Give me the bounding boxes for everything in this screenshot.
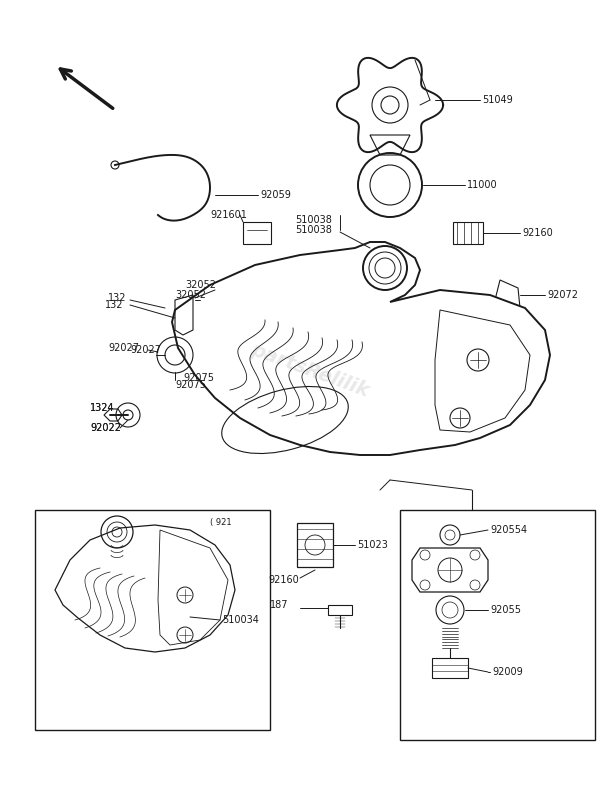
Text: 1324: 1324	[90, 403, 115, 413]
Text: 132: 132	[108, 293, 127, 303]
Text: 1324: 1324	[90, 403, 115, 413]
Text: 510038: 510038	[295, 215, 332, 225]
Text: 32052: 32052	[185, 280, 216, 290]
Text: 92075: 92075	[183, 373, 214, 383]
Text: 51049: 51049	[482, 95, 513, 105]
Text: 132: 132	[105, 300, 124, 310]
Text: 92072: 92072	[547, 290, 578, 300]
Text: 92055: 92055	[490, 605, 521, 615]
Text: 921601: 921601	[210, 210, 247, 220]
Text: 510034: 510034	[222, 615, 259, 625]
Text: 92059: 92059	[260, 190, 291, 200]
Text: 92027: 92027	[108, 343, 139, 353]
Text: 11000: 11000	[467, 180, 497, 190]
Text: 510038: 510038	[295, 225, 332, 235]
Polygon shape	[172, 242, 550, 455]
Bar	[400, 510, 595, 740]
Bar	[297, 523, 333, 567]
Bar	[453, 222, 483, 244]
Text: 32052: 32052	[175, 290, 206, 300]
Text: 92022: 92022	[90, 423, 121, 433]
Text: 51023: 51023	[357, 540, 388, 550]
Polygon shape	[55, 525, 235, 652]
Text: 92009: 92009	[492, 667, 523, 677]
Text: 92027: 92027	[130, 345, 161, 355]
Text: 92075: 92075	[175, 380, 206, 390]
Bar	[243, 222, 271, 244]
Text: 92160: 92160	[268, 575, 299, 585]
Text: 187: 187	[270, 600, 289, 610]
Text: 920554: 920554	[490, 525, 527, 535]
Text: 92022: 92022	[90, 423, 121, 433]
Text: 92160: 92160	[522, 228, 553, 238]
Bar	[35, 510, 270, 730]
Text: partsRelilik: partsRelilik	[248, 340, 372, 400]
Text: ( 921: ( 921	[210, 517, 232, 527]
